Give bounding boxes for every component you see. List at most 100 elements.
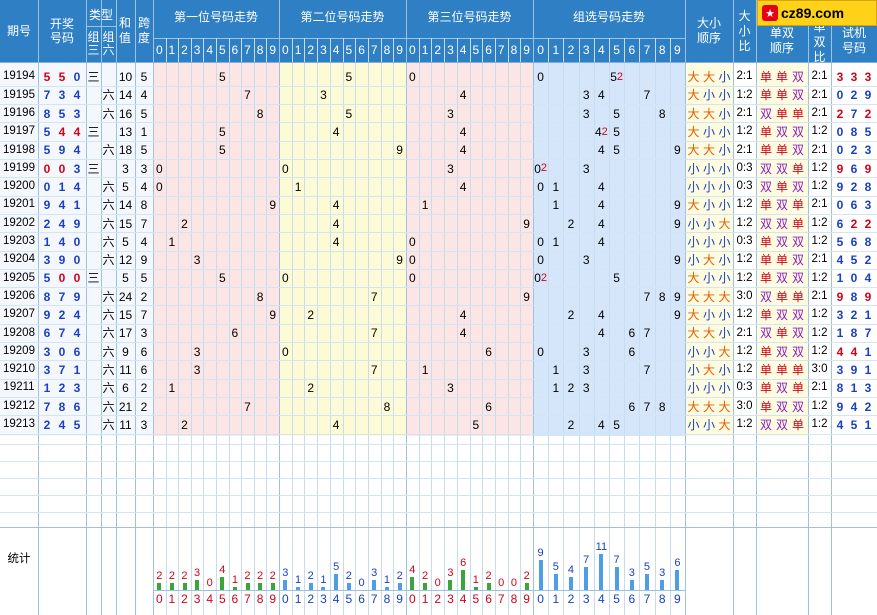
row-divider xyxy=(0,177,877,179)
site-logo[interactable]: ★ cz89.com xyxy=(757,0,877,26)
bs-mark: 大 xyxy=(687,271,700,286)
row-type: 三 xyxy=(87,161,100,176)
col-divider xyxy=(153,0,154,615)
group-hit-digit: 7 xyxy=(643,88,651,103)
pos-hit: 6 xyxy=(231,326,239,341)
pos1-stat-bar xyxy=(157,583,162,590)
oe-mark: 双 xyxy=(791,234,804,249)
row-issue: 19202 xyxy=(3,216,35,229)
group-hit: 3 xyxy=(579,343,594,361)
bs-ratio: 0:3 xyxy=(736,381,753,394)
pos-hit: 0 xyxy=(282,271,289,286)
row-divider xyxy=(0,232,877,234)
group-hit: 9 xyxy=(670,196,685,214)
col-divider xyxy=(38,0,39,615)
oe-mark: 双 xyxy=(775,344,788,359)
oe-mark: 双 xyxy=(775,125,788,140)
oe-ratio: 2:1 xyxy=(811,381,828,394)
trial-digit: 2 xyxy=(864,253,872,268)
group-hit: 2 xyxy=(563,214,578,232)
group-hit-digit: 0 xyxy=(534,271,541,286)
draw-digit: 1 xyxy=(73,362,81,377)
bs-mark: 小 xyxy=(702,179,715,194)
group-hit-digit: 4 xyxy=(598,417,605,432)
digit-divider xyxy=(367,38,369,615)
header-group: 组选号码走势 xyxy=(572,10,645,24)
pos3-digit-header: 6 xyxy=(485,43,492,57)
oe-mark: 单 xyxy=(759,234,772,249)
trial-digit: 4 xyxy=(864,271,872,286)
pos1-stat-value: 2 xyxy=(181,570,188,583)
header-bs-order: 大小顺序 xyxy=(696,16,721,45)
bs-mark: 小 xyxy=(687,179,700,194)
draw-digit: 7 xyxy=(58,326,66,341)
row-type: 六 xyxy=(102,106,115,121)
pos2-stat-bar xyxy=(334,573,339,590)
row-sum: 18 xyxy=(118,143,133,158)
bs-mark: 大 xyxy=(702,326,715,341)
digit-divider xyxy=(669,38,671,615)
draw-digit: 3 xyxy=(73,381,81,396)
group-hit: 3 xyxy=(579,86,594,104)
draw-digit: 8 xyxy=(43,106,51,121)
pos3-stat-digit: 8 xyxy=(510,592,518,606)
bs-ratio: 2:1 xyxy=(736,106,753,119)
group-hit-digit: 1 xyxy=(552,179,560,194)
draw-digit: 4 xyxy=(73,125,81,140)
oe-mark: 单 xyxy=(775,362,788,377)
pos-hit: 0 xyxy=(409,234,416,249)
group-stat-value: 3 xyxy=(628,567,635,580)
trial-digit: 3 xyxy=(864,70,872,85)
row-span: 2 xyxy=(140,399,148,414)
group-hit-digit: 3 xyxy=(582,381,590,396)
bs-mark: 大 xyxy=(702,399,715,414)
group-hit: 7 xyxy=(639,86,654,104)
col-divider xyxy=(406,0,407,615)
row-divider xyxy=(0,159,877,160)
row-type: 六 xyxy=(102,344,115,359)
trial-digit: 7 xyxy=(864,326,872,341)
trial-digit: 6 xyxy=(850,234,858,249)
bs-ratio: 2:1 xyxy=(736,143,753,156)
bs-ratio: 2:1 xyxy=(736,326,753,339)
pos-hit: 9 xyxy=(269,308,277,323)
pos-hit: 5 xyxy=(218,143,226,158)
pos1-digit-header: 9 xyxy=(269,43,277,57)
bs-zone xyxy=(685,62,733,436)
pos1-digit-header: 8 xyxy=(256,43,264,57)
pos3-digit-header: 5 xyxy=(472,43,480,57)
digit-divider xyxy=(190,38,192,615)
pos-hit: 7 xyxy=(370,289,378,304)
oe-mark: 双 xyxy=(759,216,772,231)
draw-digit: 6 xyxy=(73,399,81,414)
trial-digit: 2 xyxy=(850,88,858,103)
group-digit-header: 8 xyxy=(658,43,666,57)
group-hit-digit: 8 xyxy=(658,106,666,121)
bs-ratio: 1:2 xyxy=(736,418,753,431)
group-stat-digit: 3 xyxy=(582,592,590,606)
draw-digit: 0 xyxy=(58,344,66,359)
group-stat-digit: 7 xyxy=(643,592,651,606)
row-span: 5 xyxy=(140,143,148,158)
digit-divider xyxy=(393,38,395,615)
row-issue: 19196 xyxy=(3,106,35,119)
pos2-stat-value: 1 xyxy=(294,573,302,586)
group-stat-value: 9 xyxy=(537,547,544,560)
bs-mark: 小 xyxy=(687,362,700,377)
group-hit-digit: 5 xyxy=(613,106,620,121)
digit-divider xyxy=(228,38,230,615)
pos3-stat-bar xyxy=(435,589,440,590)
trial-digit: 9 xyxy=(836,179,844,194)
draw-digit: 4 xyxy=(58,216,66,231)
group-digit-header: 9 xyxy=(674,43,681,57)
trial-digit: 4 xyxy=(850,344,858,359)
digit-divider xyxy=(563,38,565,615)
draw-digit: 3 xyxy=(43,362,51,377)
pos3-stat-bar xyxy=(423,583,428,590)
bs-mark: 小 xyxy=(702,417,715,432)
row-sum: 16 xyxy=(118,106,133,121)
bs-mark: 小 xyxy=(718,88,731,103)
bs-mark: 小 xyxy=(687,234,700,249)
group-hit: 3 xyxy=(579,105,594,123)
